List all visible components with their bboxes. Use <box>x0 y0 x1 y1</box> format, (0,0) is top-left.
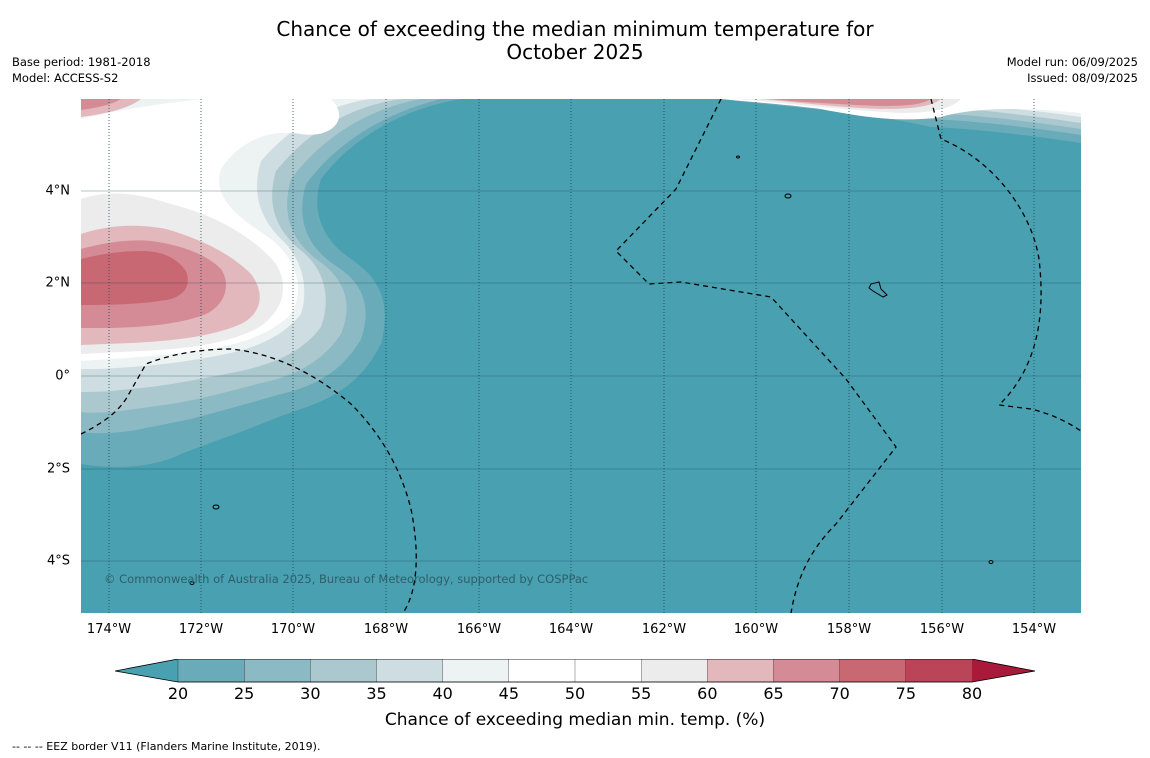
lon-label-168w: 168°W <box>363 622 409 637</box>
contour-top-right-70 <box>771 99 931 106</box>
lon-label-158w: 158°W <box>826 622 872 637</box>
colorbar-tick-label: 45 <box>498 684 520 703</box>
colorbar-segments <box>115 659 1035 683</box>
colorbar-tick-label: 30 <box>300 684 321 703</box>
island-small-4 <box>189 581 195 585</box>
island-small-2 <box>212 504 220 510</box>
colorbar-tick-label: 20 <box>167 684 189 703</box>
colorbar-segment <box>310 659 378 683</box>
issued-date: Issued: 08/09/2025 <box>1027 71 1138 85</box>
model-run-date: Model run: 06/09/2025 <box>1006 55 1138 69</box>
lat-label-4n: 4°N <box>45 183 71 199</box>
island-small-5 <box>736 155 740 159</box>
colorbar-tick-label: 65 <box>763 684 784 703</box>
colorbar-segment <box>641 659 708 683</box>
lon-label-170w: 170°W <box>270 622 316 637</box>
lon-label-166w: 166°W <box>456 622 502 637</box>
colorbar-segment <box>574 659 642 683</box>
contour-top-left-red <box>81 99 121 110</box>
eez-border-west <box>81 348 417 613</box>
contour-30 <box>81 99 1081 434</box>
eez-border-central <box>615 99 897 613</box>
lat-label-0: 0° <box>55 368 70 384</box>
colorbar <box>115 659 1036 683</box>
eez-border-east <box>930 99 1081 432</box>
colorbar-segment <box>177 659 245 683</box>
contour-25 <box>81 99 1081 467</box>
colorbar-tick-label: 40 <box>432 684 453 703</box>
model-info: Base period: 1981-2018 Model: ACCESS-S2 <box>12 54 151 86</box>
eez-footnote: -- -- -- EEZ border V11 (Flanders Marine… <box>12 740 321 753</box>
lon-label-162w: 162°W <box>641 622 687 637</box>
copyright-notice: © Commonwealth of Australia 2025, Bureau… <box>104 572 589 586</box>
probability-map <box>81 99 1081 613</box>
colorbar-segment <box>773 659 841 683</box>
island-small-3 <box>988 560 994 564</box>
colorbar-tick-label: 80 <box>961 684 983 703</box>
colorbar-tick-label: 70 <box>829 684 850 703</box>
colorbar-segment <box>376 659 444 683</box>
lon-label-174w: 174°W <box>86 622 132 637</box>
colorbar-tick-label: 75 <box>895 684 917 703</box>
colorbar-tick-label: 55 <box>630 684 652 703</box>
colorbar-segment <box>905 659 973 683</box>
run-info: Model run: 06/09/2025 Issued: 08/09/2025 <box>1007 54 1138 86</box>
lat-label-2s: 2°S <box>46 461 70 477</box>
colorbar-segment <box>244 659 311 683</box>
colorbar-outline <box>115 659 1036 683</box>
colorbar-label: Chance of exceeding median min. temp. (%… <box>384 710 766 730</box>
colorbar-tick-label: 35 <box>366 684 387 703</box>
latitude-lines <box>81 190 1081 562</box>
colorbar-tick-label: 25 <box>233 684 255 703</box>
colorbar-tick-label: 60 <box>697 684 718 703</box>
title-line-2: October 2025 <box>506 40 644 64</box>
map-title: Chance of exceeding the median minimum t… <box>0 18 1150 64</box>
colorbar-extend-high <box>972 659 1035 682</box>
eez-borders <box>81 99 1081 613</box>
contour-35 <box>81 99 1081 413</box>
lon-label-164w: 164°W <box>548 622 594 637</box>
lon-label-160w: 160°W <box>733 622 779 637</box>
lat-label-4s: 4°S <box>46 553 70 569</box>
colorbar-segment <box>508 659 576 683</box>
lon-label-156w: 156°W <box>919 622 965 637</box>
lon-label-154w: 154°W <box>1011 622 1057 637</box>
base-period: Base period: 1981-2018 <box>12 55 151 69</box>
colorbar-tick-label: 50 <box>564 684 586 703</box>
model-name: Model: ACCESS-S2 <box>12 71 119 85</box>
colorbar-segment <box>442 659 510 683</box>
lat-label-2n: 2°N <box>45 275 71 291</box>
colorbar-extend-low <box>115 659 178 682</box>
colorbar-segment <box>707 659 775 683</box>
title-line-1: Chance of exceeding the median minimum t… <box>276 17 874 41</box>
island-small-1 <box>784 193 792 199</box>
contour-75 <box>81 251 188 305</box>
lon-label-172w: 172°W <box>178 622 224 637</box>
colorbar-segment <box>839 659 907 683</box>
